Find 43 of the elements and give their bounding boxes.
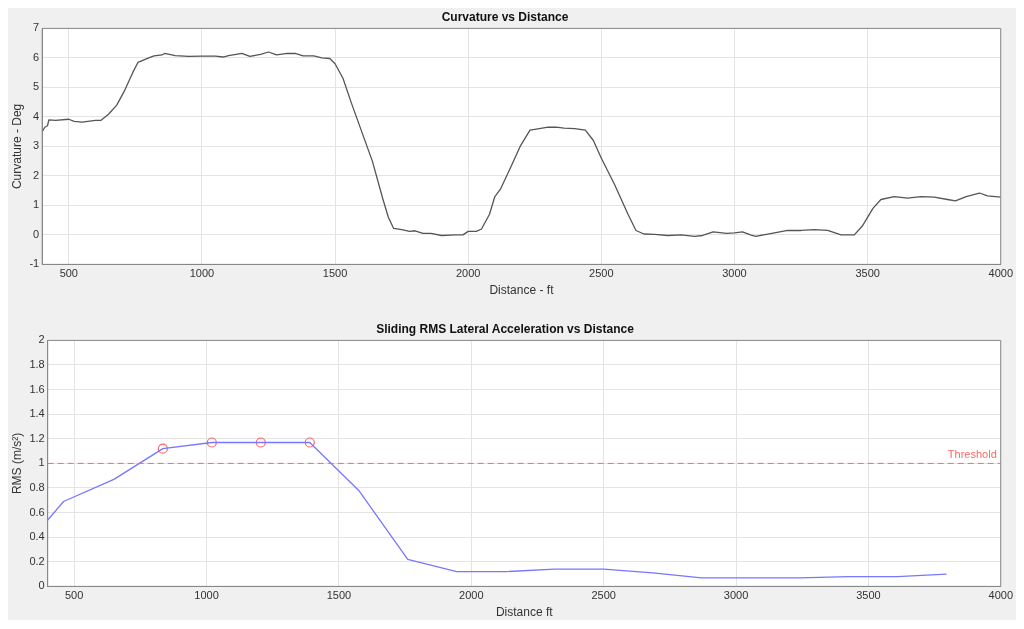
y-axis-title: RMS (m/s²) <box>9 432 24 495</box>
y-tick-label: 1 <box>38 456 45 469</box>
y-tick-label: 2 <box>33 168 40 181</box>
y-tick-label: 0 <box>38 579 45 592</box>
chart-title: Sliding RMS Lateral Acceleration vs Distance <box>376 321 635 336</box>
x-tick-label: 500 <box>64 589 84 602</box>
x-axis-title: Distance ft <box>495 605 554 620</box>
x-tick-label: 500 <box>59 267 78 280</box>
y-tick-label: 3 <box>33 139 40 152</box>
y-tick-label: 1.6 <box>29 382 45 395</box>
y-tick-label: 1.8 <box>29 358 45 371</box>
y-tick-label: 4 <box>33 109 40 122</box>
x-tick-label: 1000 <box>194 589 219 602</box>
y-tick-label: 0.4 <box>29 530 45 543</box>
chart-title: Curvature vs Distance <box>441 9 569 24</box>
x-tick-label: 3000 <box>722 267 747 280</box>
x-tick-label: 1000 <box>189 267 215 280</box>
x-tick-label: 4000 <box>988 589 1014 602</box>
y-tick-label: 1.2 <box>29 431 45 444</box>
y-tick-label: 2 <box>38 333 45 346</box>
x-tick-label: 2000 <box>459 589 484 602</box>
x-tick-label: 1500 <box>322 267 348 280</box>
ref-line-label: Threshold <box>947 447 997 460</box>
y-tick-label: 0.2 <box>29 554 45 567</box>
x-tick-label: 1500 <box>326 589 352 602</box>
y-tick-label: 0.6 <box>29 505 45 518</box>
y-tick-label: 0 <box>33 227 40 240</box>
x-tick-label: 3500 <box>855 267 880 280</box>
y-tick-label: 7 <box>33 21 40 34</box>
x-tick-label: 3000 <box>723 589 749 602</box>
x-tick-label: 2000 <box>455 267 481 280</box>
y-tick-label: -1 <box>29 257 40 270</box>
x-axis-title: Distance - ft <box>489 283 555 298</box>
y-tick-label: 6 <box>33 50 40 63</box>
y-tick-label: 5 <box>33 80 40 93</box>
x-tick-label: 2500 <box>589 267 614 280</box>
y-tick-label: 1.4 <box>29 407 45 420</box>
y-tick-label: 0.8 <box>29 481 45 494</box>
x-tick-label: 4000 <box>988 267 1014 280</box>
y-axis-title: Curvature - Deg <box>9 103 24 190</box>
x-tick-label: 2500 <box>591 589 616 602</box>
x-tick-label: 3500 <box>856 589 881 602</box>
y-tick-label: 1 <box>33 198 40 211</box>
